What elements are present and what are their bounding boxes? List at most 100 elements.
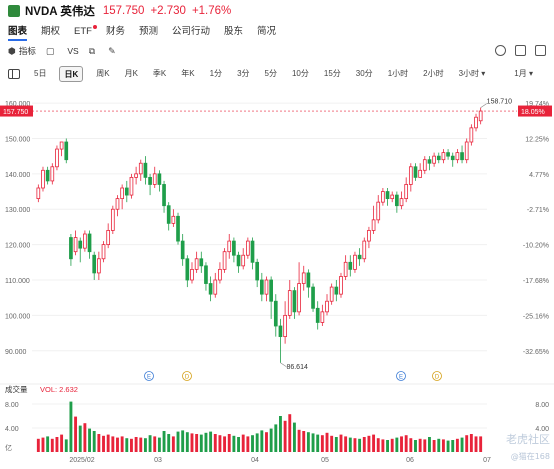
volume-bar bbox=[125, 438, 129, 452]
candle-body bbox=[418, 169, 422, 178]
volume-bar bbox=[246, 436, 250, 452]
period-9[interactable]: 10分 bbox=[291, 69, 309, 78]
vs-button[interactable]: VS bbox=[67, 46, 78, 56]
period-2[interactable]: 周K bbox=[96, 69, 110, 78]
volume-bar bbox=[74, 416, 78, 452]
candle-body bbox=[45, 169, 50, 182]
candle-body bbox=[432, 155, 436, 164]
period-7[interactable]: 3分 bbox=[237, 69, 250, 78]
tab-4[interactable]: 预测 bbox=[139, 26, 159, 37]
grid-icon[interactable] bbox=[515, 45, 526, 56]
y-tick-label: 130.000 bbox=[5, 207, 30, 214]
candle-body bbox=[315, 307, 320, 323]
volume-bar bbox=[325, 432, 329, 452]
volume-bar bbox=[414, 440, 417, 452]
stock-name: NVDA 英伟达 bbox=[25, 6, 95, 18]
candle-body bbox=[213, 279, 218, 295]
candle-body bbox=[36, 187, 41, 200]
volume-bar bbox=[428, 437, 431, 452]
candle-body bbox=[348, 261, 353, 270]
volume-bar bbox=[283, 420, 287, 452]
rect-tool-button[interactable]: ▢ bbox=[46, 46, 58, 57]
volume-bar bbox=[36, 438, 40, 452]
tab-1[interactable]: 期权 bbox=[41, 26, 61, 37]
candle-body bbox=[87, 233, 92, 253]
period-4[interactable]: 季K bbox=[152, 69, 167, 78]
volume-bar bbox=[455, 438, 459, 452]
candle-body bbox=[218, 268, 222, 281]
volume-bar bbox=[102, 435, 105, 452]
period-3[interactable]: 月K bbox=[124, 69, 138, 78]
candle-body bbox=[259, 279, 264, 295]
period-15[interactable]: 1月 ▾ bbox=[514, 69, 533, 78]
pct-tick-label: -25.16% bbox=[523, 313, 549, 320]
candle-body bbox=[176, 215, 180, 242]
tab-5[interactable]: 公司行动 bbox=[172, 26, 211, 37]
fullscreen-icon[interactable] bbox=[535, 45, 546, 56]
layers-button[interactable]: ⧉ bbox=[89, 46, 98, 57]
candle-body bbox=[92, 254, 97, 274]
volume-bar bbox=[130, 438, 133, 452]
tab-0[interactable]: 图表 bbox=[8, 22, 28, 42]
volume-bar bbox=[418, 438, 422, 452]
candle-body bbox=[353, 254, 357, 270]
volume-bar bbox=[148, 435, 152, 452]
volume-bar bbox=[167, 434, 171, 452]
candle-body bbox=[59, 141, 64, 150]
volume-unit: 亿 bbox=[5, 443, 12, 452]
period-13[interactable]: 2小时 bbox=[423, 69, 444, 78]
period-0[interactable]: 5日 bbox=[34, 69, 47, 78]
candle-body bbox=[138, 162, 143, 175]
candle-body bbox=[269, 279, 273, 302]
tab-bar: 图表 期权 ETF 财务 预测 公司行动 股东 简况 bbox=[0, 22, 554, 42]
candle-body bbox=[115, 198, 120, 210]
period-14[interactable]: 3小时 ▾ bbox=[458, 69, 486, 78]
volume-bar bbox=[390, 438, 394, 452]
layers-icon: ⧉ bbox=[88, 45, 96, 56]
new-dot-icon bbox=[92, 25, 97, 29]
draw-button[interactable]: ✎ bbox=[108, 46, 119, 57]
period-6[interactable]: 1分 bbox=[209, 69, 223, 78]
candle-body bbox=[464, 141, 469, 161]
period-1[interactable]: 日K bbox=[59, 66, 84, 82]
event-marker-E bbox=[396, 371, 406, 381]
volume-bar bbox=[218, 435, 222, 452]
candle-body bbox=[97, 258, 101, 274]
event-marker-label: D bbox=[185, 375, 190, 381]
tab-7[interactable]: 简况 bbox=[257, 26, 277, 37]
event-marker-label: D bbox=[435, 375, 440, 381]
period-8[interactable]: 5分 bbox=[264, 69, 277, 78]
tab-3[interactable]: 财务 bbox=[105, 26, 125, 37]
candle-body bbox=[208, 283, 213, 295]
watermark-user: @猫在168 bbox=[511, 451, 550, 461]
volume-bar bbox=[386, 440, 389, 452]
candle-body bbox=[283, 314, 287, 338]
square-icon: ▢ bbox=[45, 45, 55, 56]
candle-body bbox=[311, 286, 315, 309]
candle-body bbox=[204, 265, 208, 284]
volume-bar bbox=[106, 434, 110, 452]
period-11[interactable]: 30分 bbox=[355, 69, 373, 78]
period-10[interactable]: 15分 bbox=[323, 69, 341, 78]
indicator-button[interactable]: ⬢ 指标 bbox=[8, 45, 36, 57]
candle-body bbox=[50, 166, 55, 182]
x-tick-label: 05 bbox=[321, 457, 329, 464]
tab-2[interactable]: ETF bbox=[74, 22, 97, 42]
volume-value: VOL: 2.632 bbox=[40, 385, 78, 394]
candle-body bbox=[325, 300, 329, 313]
volume-bar bbox=[143, 438, 147, 452]
layout-icon[interactable] bbox=[8, 69, 20, 79]
camera-icon[interactable] bbox=[495, 45, 506, 56]
volume-bar bbox=[190, 433, 194, 452]
candle-body bbox=[227, 240, 232, 253]
period-12[interactable]: 1小时 bbox=[387, 69, 409, 78]
volume-bar bbox=[339, 434, 343, 452]
candle-body bbox=[83, 233, 87, 249]
volume-bar bbox=[162, 431, 166, 452]
candle-body bbox=[278, 325, 283, 338]
tab-6[interactable]: 股东 bbox=[224, 26, 244, 37]
volume-bar bbox=[41, 437, 45, 452]
period-5[interactable]: 年K bbox=[181, 69, 195, 78]
volume-bar bbox=[306, 432, 310, 452]
